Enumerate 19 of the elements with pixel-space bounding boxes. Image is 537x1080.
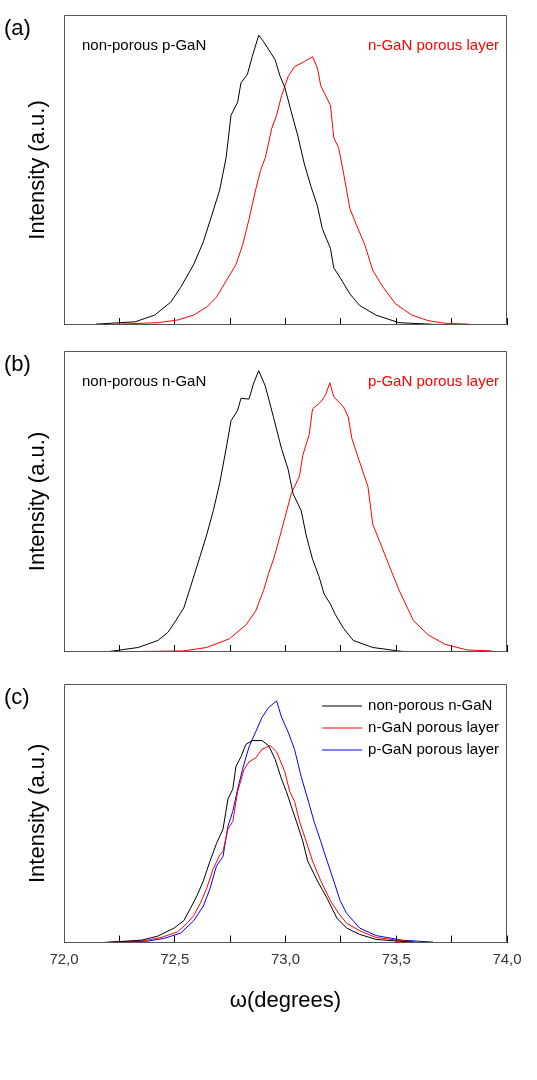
text: (a) [4,15,31,41]
y-axis-title: Intensity (a.u.) [24,431,50,572]
text: n-GaN porous layer [368,36,499,54]
x-tick-label: 74,0 [492,949,522,967]
x-tick-label: 73,5 [381,949,411,967]
text: (c) [4,684,30,710]
x-axis-title: ω(degrees) [229,986,342,1012]
text: p-GaN porous layer [368,372,499,390]
legend-label: p-GaN porous layer [368,740,500,758]
legend-label: n-GaN porous layer [368,718,500,736]
y-axis-title: Intensity (a.u.) [24,743,50,883]
legend-label: non-porous n-GaN [368,696,493,714]
x-tick-label: 73,0 [270,949,301,967]
text: non-porous n-GaN [82,372,207,390]
x-tick-label: 72,5 [160,949,190,967]
x-tick-label: 72,0 [49,949,79,967]
text: (b) [4,351,31,377]
text: non-porous p-GaN [82,36,207,54]
y-axis-title: Intensity (a.u.) [24,100,50,240]
